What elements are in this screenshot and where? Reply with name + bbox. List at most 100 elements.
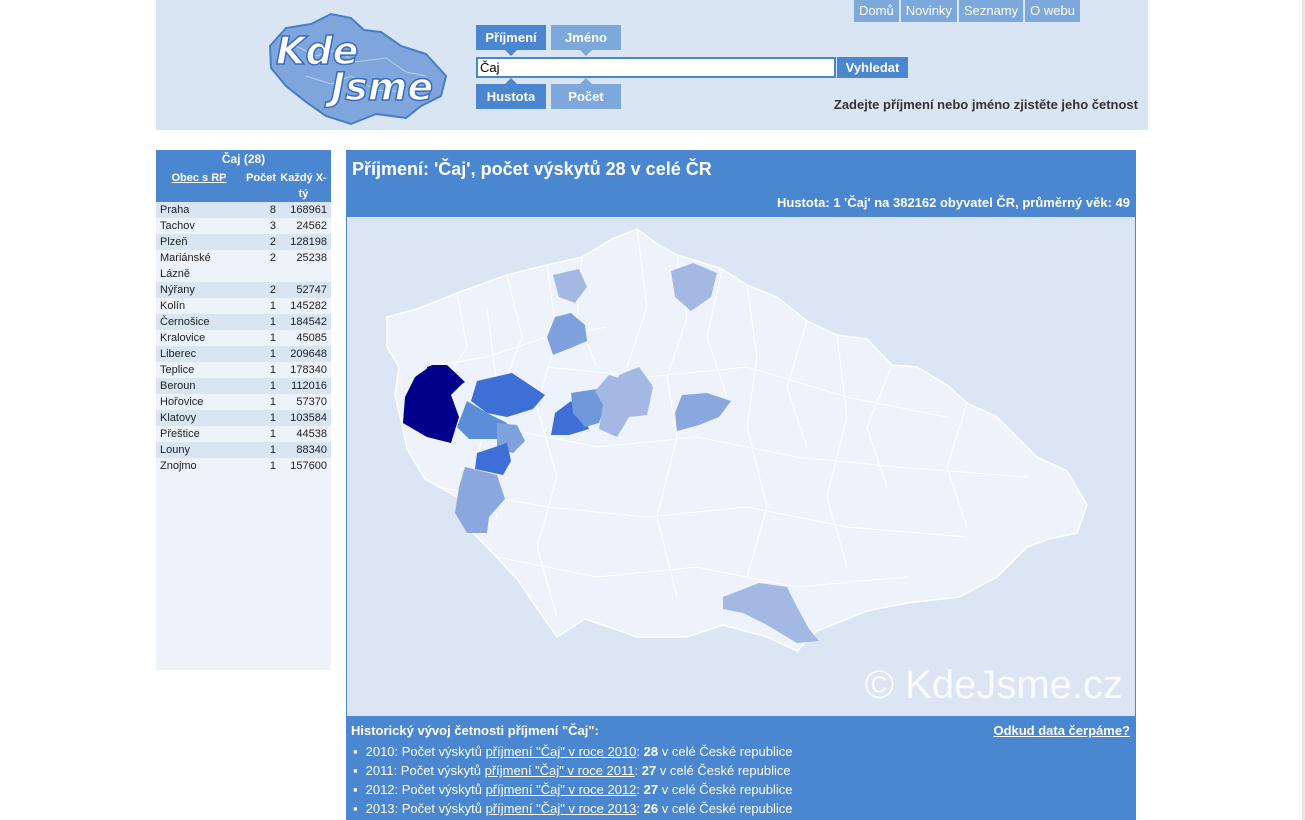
- table-row: Nýřany 2 52747: [156, 282, 331, 298]
- cell-city: Černošice: [160, 316, 210, 328]
- cell-every: 157600: [290, 460, 327, 472]
- table-row: Kralovice 1 45085: [156, 330, 331, 346]
- table-row: Praha 8 168961: [156, 202, 331, 218]
- cell-city: Hořovice: [160, 396, 204, 408]
- logo-text-jsme: Jsme: [324, 65, 433, 109]
- search-button[interactable]: Vyhledat: [837, 57, 908, 78]
- cell-every: 128198: [290, 236, 327, 248]
- district-teplice[interactable]: [553, 269, 587, 303]
- cell-city: Znojmo: [160, 460, 197, 472]
- nav-home[interactable]: Domů: [854, 0, 899, 22]
- tab-surname[interactable]: Příjmení: [476, 25, 546, 56]
- history-year-link[interactable]: příjmení "Čaj" v roce 2012: [485, 782, 637, 797]
- table-row: Znojmo 1 157600: [156, 458, 331, 474]
- cell-count: 1: [269, 364, 276, 376]
- district-kralovice[interactable]: [471, 373, 545, 417]
- district-louny[interactable]: [547, 313, 587, 355]
- tab-firstname[interactable]: Jméno: [551, 25, 621, 56]
- cell-city: Mariánské Lázně: [160, 252, 211, 280]
- district-beroun[interactable]: [571, 389, 605, 427]
- density-info: Hustota: 1 'Čaj' na 382162 obyvatel ČR, …: [777, 195, 1130, 210]
- logo[interactable]: Kde Jsme: [256, 6, 456, 126]
- top-navigation: Domů Novinky Seznamy O webu: [854, 0, 1082, 22]
- cell-every: 112016: [291, 380, 327, 392]
- history-item-sep: :: [634, 763, 642, 778]
- history-item-sep: :: [636, 801, 644, 816]
- search-hint: Zadejte příjmení nebo jméno zjistěte jeh…: [833, 97, 1138, 112]
- cell-count: 1: [269, 316, 276, 328]
- cell-count: 1: [269, 348, 276, 360]
- cell-every: 44538: [296, 428, 327, 440]
- map-country-outline: [386, 228, 1088, 652]
- cell-every: 45085: [296, 332, 327, 344]
- table-row: Teplice 1 178340: [156, 362, 331, 378]
- sidebar-header-row: Obec s RP Počet Každý X-tý: [156, 169, 331, 202]
- cell-every: 184542: [290, 316, 327, 328]
- history-year-link[interactable]: příjmení "Čaj" v roce 2013: [485, 801, 637, 816]
- table-row: Beroun 1 112016: [156, 378, 331, 394]
- header: Kde Jsme Příjmení Jméno Vyhledat Hustota…: [156, 0, 1148, 130]
- cell-count: 2: [269, 252, 276, 264]
- history-count: 27: [641, 763, 657, 778]
- history-item-prefix: 2012: Počet výskytů: [365, 782, 486, 797]
- cell-every: 57370: [296, 396, 327, 408]
- data-source-link[interactable]: Odkud data čerpáme?: [993, 723, 1130, 738]
- history-count: 27: [643, 782, 659, 797]
- cell-city: Tachov: [160, 220, 195, 232]
- nav-lists[interactable]: Seznamy: [958, 0, 1024, 22]
- sidebar-title: Čaj (28): [156, 150, 331, 169]
- sidebar-table: Čaj (28) Obec s RP Počet Každý X-tý Prah…: [156, 150, 331, 670]
- cell-city: Teplice: [160, 364, 195, 376]
- search-input[interactable]: [476, 57, 836, 78]
- district-praha[interactable]: [615, 367, 652, 403]
- district-kolin[interactable]: [675, 393, 731, 431]
- cell-every: 25238: [296, 252, 327, 264]
- cell-city: Nýřany: [160, 284, 195, 296]
- history-year-link[interactable]: příjmení "Čaj" v roce 2011: [484, 763, 635, 778]
- history-count: 26: [643, 801, 659, 816]
- district-horovice[interactable]: [551, 401, 589, 435]
- sidebar-rows: Praha 8 168961 Tachov 3 24562 Plzeň 2 128198 Mari…: [156, 202, 331, 474]
- district-klatovy[interactable]: [455, 467, 505, 533]
- cell-every: 24562: [296, 220, 327, 232]
- history-item-prefix: 2010: Počet výskytů: [365, 744, 486, 759]
- col-count-header: Počet: [246, 172, 276, 184]
- history-list: 2010: Počet výskytů příjmení "Čaj" v roc…: [351, 742, 793, 818]
- district-znojmo[interactable]: [723, 583, 819, 643]
- czech-map: [386, 228, 1088, 652]
- col-every-header: Každý X-tý: [280, 172, 327, 200]
- main-panel: Příjmení: 'Čaj', počet výskytů 28 v celé…: [346, 150, 1136, 820]
- history-item: 2011: Počet výskytů příjmení "Čaj" v roc…: [351, 761, 793, 780]
- cell-count: 1: [269, 332, 276, 344]
- history-count: 28: [643, 744, 659, 759]
- cell-every: 103584: [290, 412, 327, 424]
- district-liberec[interactable]: [671, 263, 717, 311]
- history-item: 2012: Počet výskytů příjmení "Čaj" v roc…: [351, 780, 793, 799]
- table-row: Plzeň 2 128198: [156, 234, 331, 250]
- history-year-link[interactable]: příjmení "Čaj" v roce 2010: [485, 744, 637, 759]
- table-row: Klatovy 1 103584: [156, 410, 331, 426]
- logo-text-kde: Kde: [276, 29, 358, 73]
- window-edge: [1302, 0, 1305, 820]
- district-prestice[interactable]: [475, 443, 511, 475]
- history-item-suffix: v celé České republice: [658, 801, 793, 816]
- page-title: Příjmení: 'Čaj', počet výskytů 28 v celé…: [352, 159, 712, 179]
- cell-every: 52747: [296, 284, 327, 296]
- cell-city: Kralovice: [160, 332, 206, 344]
- cell-count: 1: [269, 380, 276, 392]
- nav-news[interactable]: Novinky: [900, 0, 957, 22]
- district-nyrany[interactable]: [457, 401, 507, 439]
- col-city-header[interactable]: Obec s RP: [171, 172, 227, 184]
- district-marianske-lazne[interactable]: [423, 365, 465, 393]
- nav-about[interactable]: O webu: [1025, 0, 1080, 22]
- cell-city: Klatovy: [160, 412, 197, 424]
- tab-density[interactable]: Hustota: [476, 78, 546, 109]
- cell-city: Louny: [160, 444, 190, 456]
- cell-count: 1: [269, 460, 276, 472]
- cell-city: Liberec: [160, 348, 197, 360]
- tab-count[interactable]: Počet: [551, 78, 621, 109]
- history-item-suffix: v celé České republice: [658, 782, 793, 797]
- history-item: 2013: Počet výskytů příjmení "Čaj" v roc…: [351, 799, 793, 818]
- table-row: Černošice 1 184542: [156, 314, 331, 330]
- table-row: Mariánské Lázně 2 25238: [156, 250, 331, 282]
